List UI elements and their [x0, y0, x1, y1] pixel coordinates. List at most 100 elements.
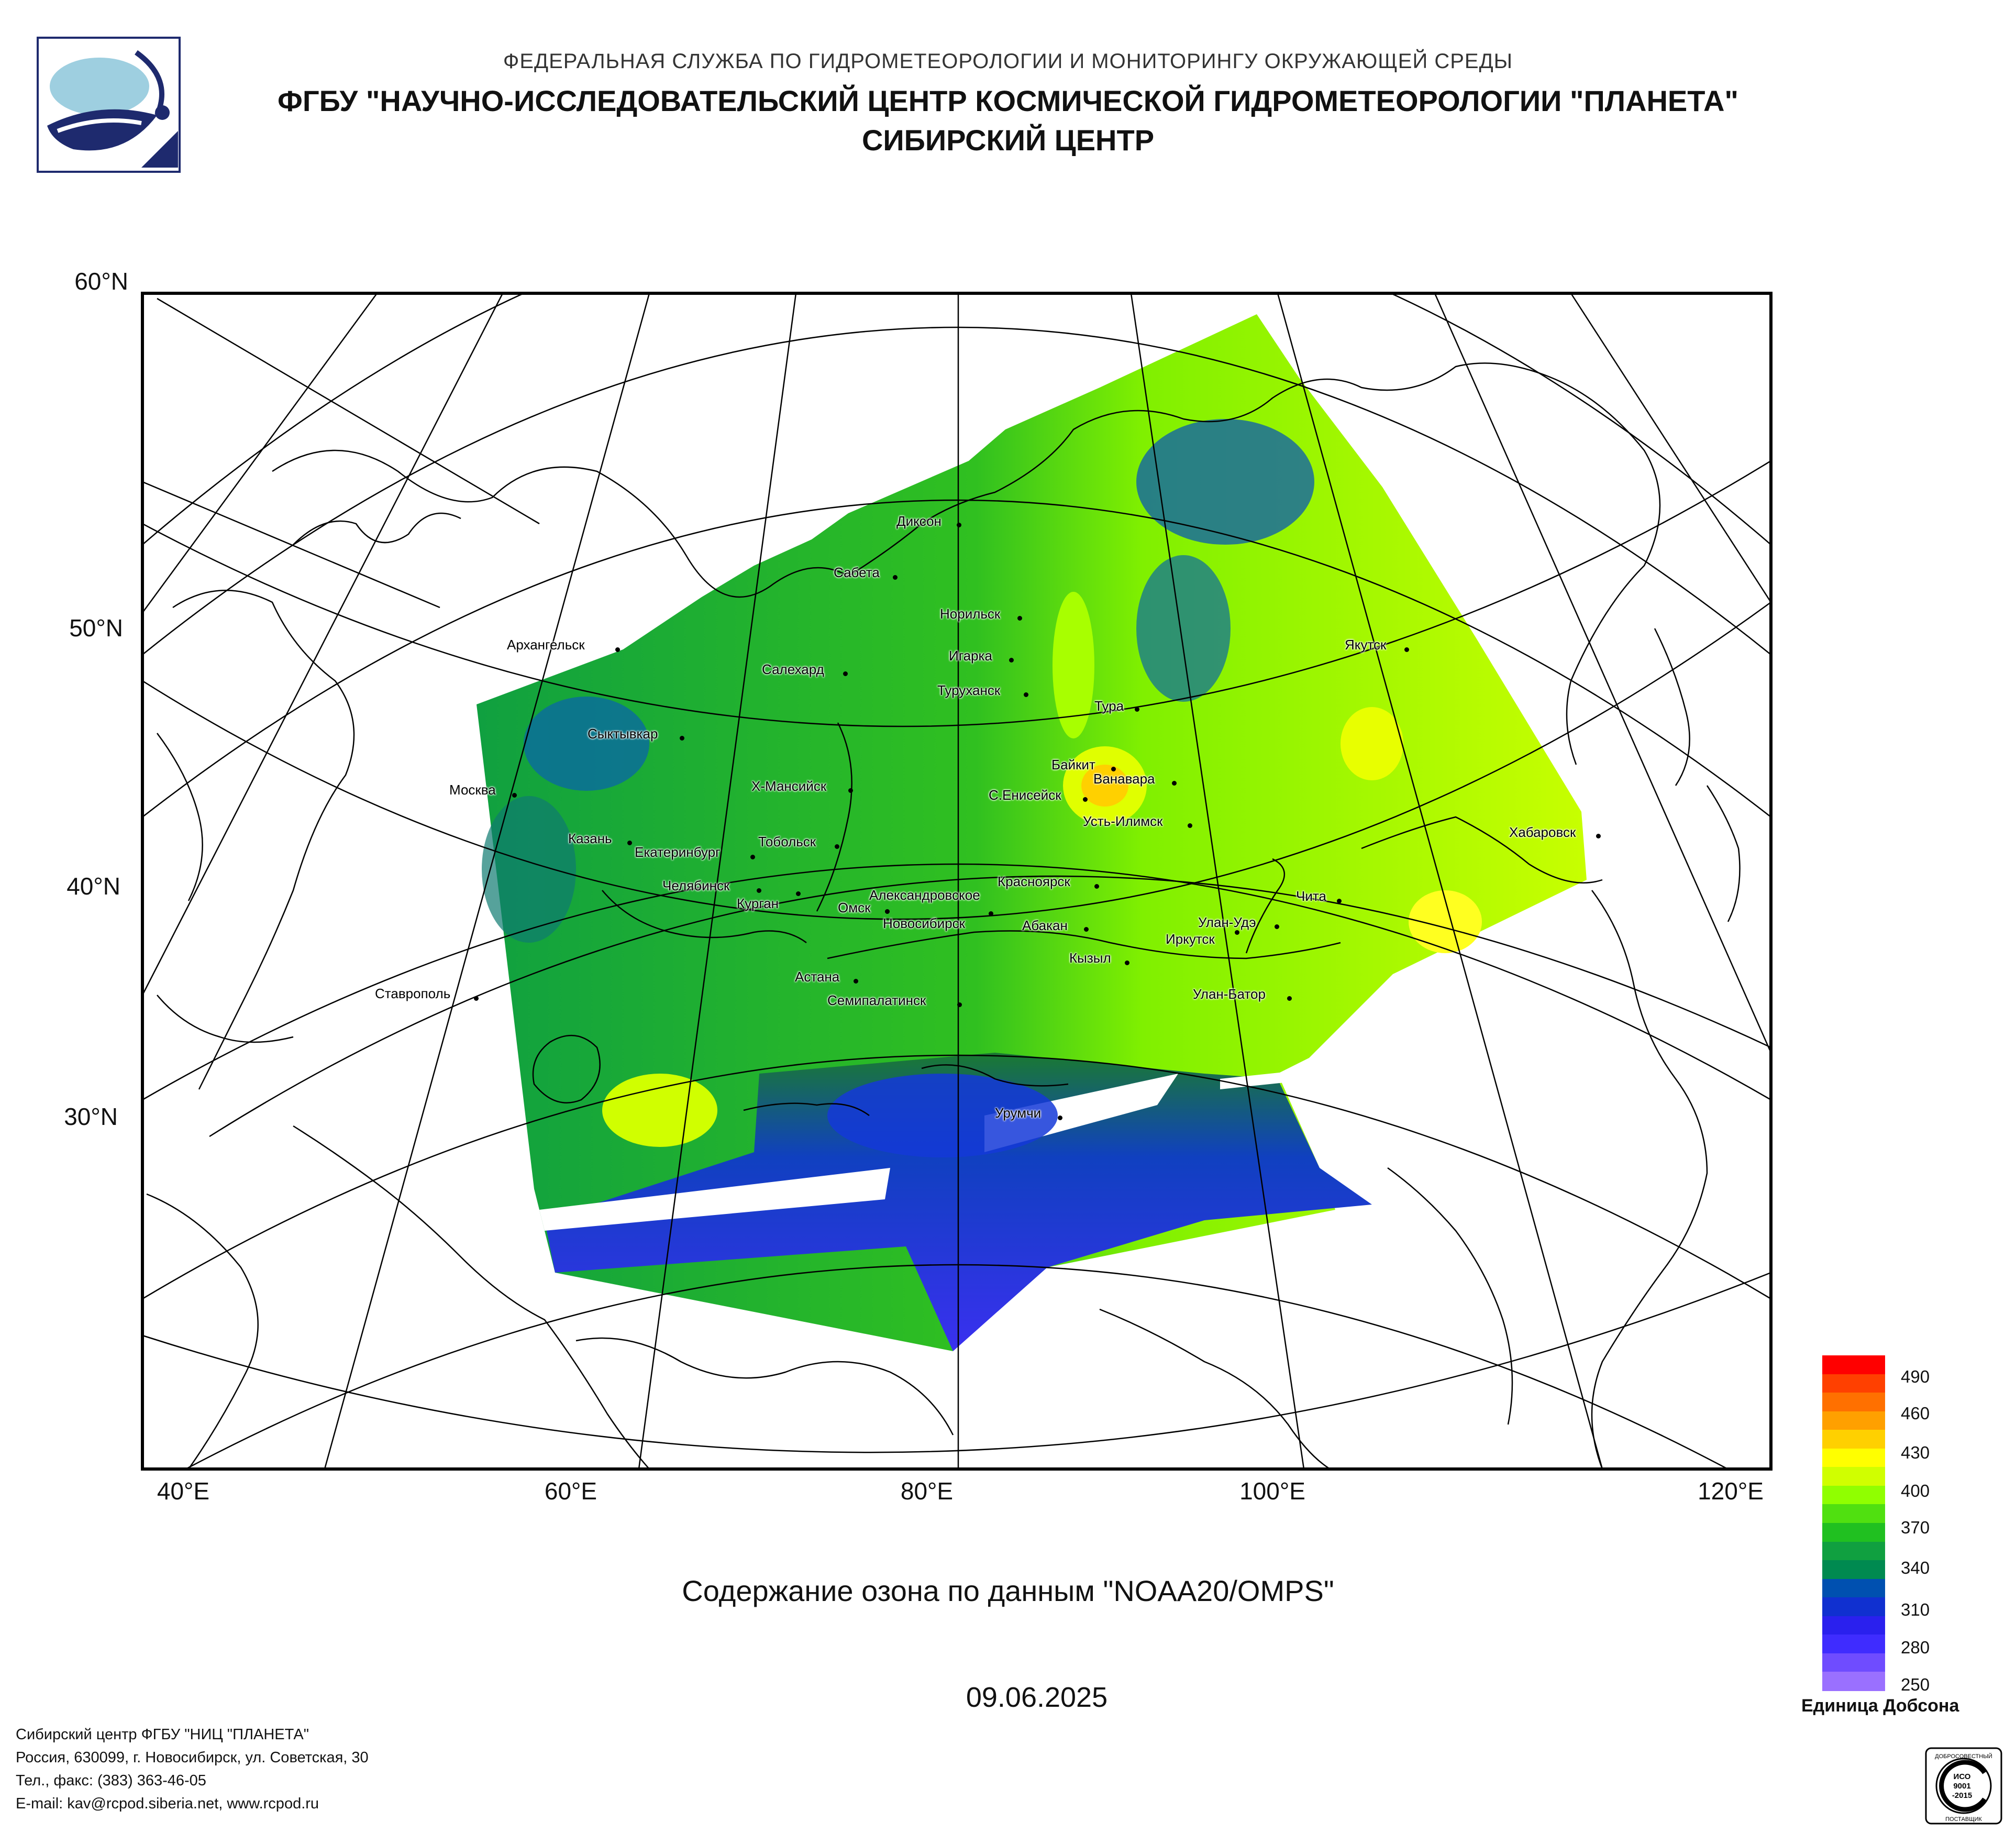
city-label: Улан-Удэ: [1198, 914, 1256, 930]
ozone-high-aral: [602, 1074, 717, 1147]
graticule: [142, 293, 1771, 1469]
ozone-swath-main: [477, 314, 1587, 1351]
legend-tick: 460: [1901, 1404, 1930, 1423]
lon-label-100e: 100°E: [1239, 1477, 1305, 1505]
ozone-low-west: [482, 796, 576, 943]
legend-tick: 250: [1901, 1675, 1930, 1694]
legend-tick: 490: [1901, 1367, 1930, 1386]
ozone-low-taymyr: [1136, 419, 1314, 545]
city-label: Архангельск: [507, 637, 585, 653]
legend-color-step: [1822, 1616, 1885, 1636]
lat-label-30n: 30°N: [64, 1103, 118, 1130]
city-label: Улан-Батор: [1193, 986, 1266, 1002]
lon-label-60e: 60°E: [544, 1477, 597, 1505]
legend-color-step: [1822, 1448, 1885, 1468]
city-label: Чита: [1296, 888, 1326, 904]
ozone-high-putorana: [1053, 592, 1094, 738]
ozone-peak-baikit: [1081, 765, 1128, 807]
city-label: Усть-Илимск: [1083, 813, 1163, 829]
city-label: Омск: [838, 900, 871, 915]
lat-label-60n: 60°N: [74, 268, 128, 295]
city-label: Новосибирск: [883, 915, 965, 931]
map-frame: [141, 292, 1773, 1471]
legend-tick: 280: [1901, 1638, 1930, 1657]
map-caption: Содержание озона по данным "NOAA20/OMPS": [682, 1574, 1334, 1607]
svg-text:ПОСТАВЩИК: ПОСТАВЩИК: [1945, 1816, 1982, 1823]
ozone-low-tarim: [827, 1074, 1058, 1157]
city-label: Астана: [795, 969, 840, 985]
svg-text:ИСО: ИСО: [1954, 1772, 1971, 1781]
legend-color-step: [1822, 1578, 1885, 1598]
map-date: 09.06.2025: [966, 1682, 1108, 1713]
city-label: Норильск: [940, 606, 1001, 622]
legend-color-step: [1822, 1374, 1885, 1394]
footer-address: Россия, 630099, г. Новосибирск, ул. Сове…: [16, 1749, 369, 1766]
city-label: Александровское: [869, 887, 980, 903]
svg-text:9001: 9001: [1953, 1782, 1970, 1791]
legend-color-step: [1822, 1411, 1885, 1431]
legend-tick: 400: [1901, 1481, 1930, 1500]
footer-phone: Тел., факс: (383) 363-46-05: [16, 1772, 206, 1789]
city-label: Кызыл: [1069, 950, 1111, 966]
legend-color-step: [1822, 1635, 1885, 1654]
legend-color-step: [1822, 1560, 1885, 1580]
legend-color-step: [1822, 1541, 1885, 1561]
legend-color-step: [1822, 1653, 1885, 1673]
footer-org: Сибирский центр ФГБУ "НИЦ "ПЛАНЕТА": [16, 1726, 309, 1743]
city-label: Хабаровск: [1509, 824, 1576, 840]
legend-color-step: [1822, 1597, 1885, 1617]
legend-color-step: [1822, 1523, 1885, 1542]
ozone-low-sykt: [524, 697, 649, 791]
orbit-gap-1: [539, 1168, 890, 1231]
city-label: Абакан: [1022, 918, 1068, 933]
city-label: Ванавара: [1093, 771, 1155, 787]
city-label: Сыктывкар: [588, 726, 658, 742]
svg-text:ДОБРОСОВЕСТНЫЙ: ДОБРОСОВЕСТНЫЙ: [1935, 1753, 1992, 1760]
legend-tick: 310: [1901, 1600, 1930, 1619]
ozone-low-tunguska: [1136, 555, 1231, 702]
city-label: Курган: [737, 896, 779, 911]
city-label: Диксон: [896, 513, 941, 529]
legend-color-step: [1822, 1467, 1885, 1487]
city-label: Якутск: [1345, 637, 1387, 653]
legend-color-step: [1822, 1355, 1885, 1375]
header-institute: ФГБУ "НАУЧНО-ИССЛЕДОВАТЕЛЬСКИЙ ЦЕНТР КОС…: [278, 84, 1738, 117]
city-label: Игарка: [949, 648, 992, 664]
city-label: Тура: [1094, 698, 1124, 714]
city-label: Ставрополь: [375, 986, 451, 1001]
legend-color-step: [1822, 1504, 1885, 1524]
city-label: Байкит: [1051, 757, 1095, 772]
lat-label-50n: 50°N: [69, 614, 123, 642]
city-label: Москва: [449, 782, 496, 798]
ozone-high-yakutia: [1341, 707, 1403, 780]
city-label: Салехард: [762, 661, 824, 677]
footer-contacts: Сибирский центр ФГБУ "НИЦ "ПЛАНЕТА" Росс…: [16, 1723, 369, 1815]
city-label: Сабета: [834, 565, 880, 580]
coastlines-borders: [146, 362, 1741, 1469]
lon-label-80e: 80°E: [900, 1477, 954, 1505]
city-label: С.Енисейск: [989, 787, 1061, 803]
legend-color-step: [1822, 1430, 1885, 1450]
city-label: Семипалатинск: [827, 992, 926, 1008]
lon-label-120e: 120°E: [1698, 1477, 1764, 1505]
header-agency: ФЕДЕРАЛЬНАЯ СЛУЖБА ПО ГИДРОМЕТЕОРОЛОГИИ …: [503, 50, 1513, 73]
iso-certification-badge: ДОБРОСОВЕСТНЫЙ ИСО 9001 -2015 ПОСТАВЩИК: [1925, 1747, 2002, 1825]
legend-tick: 430: [1901, 1443, 1930, 1462]
orbit-gap-3: [1220, 1068, 1320, 1089]
legend-tick: 370: [1901, 1518, 1930, 1537]
header-center: СИБИРСКИЙ ЦЕНТР: [861, 124, 1155, 157]
ozone-color-scale: [1822, 1355, 1885, 1692]
ozone-high-amur: [1409, 890, 1482, 953]
city-label: Красноярск: [998, 874, 1070, 889]
city-label: Тобольск: [758, 834, 816, 849]
footer-email: E-mail: kav@rcpod.siberia.net, www.rcpod…: [16, 1795, 319, 1812]
lon-label-40e: 40°E: [157, 1477, 210, 1505]
city-label: Туруханск: [937, 682, 1001, 698]
city-label: Урумчи: [995, 1105, 1042, 1121]
legend-color-step: [1822, 1393, 1885, 1412]
city-label: Екатеринбург: [635, 844, 721, 860]
legend-color-step: [1822, 1485, 1885, 1505]
lat-label-40n: 40°N: [67, 873, 120, 900]
city-label: Х-Мансийск: [751, 778, 827, 794]
